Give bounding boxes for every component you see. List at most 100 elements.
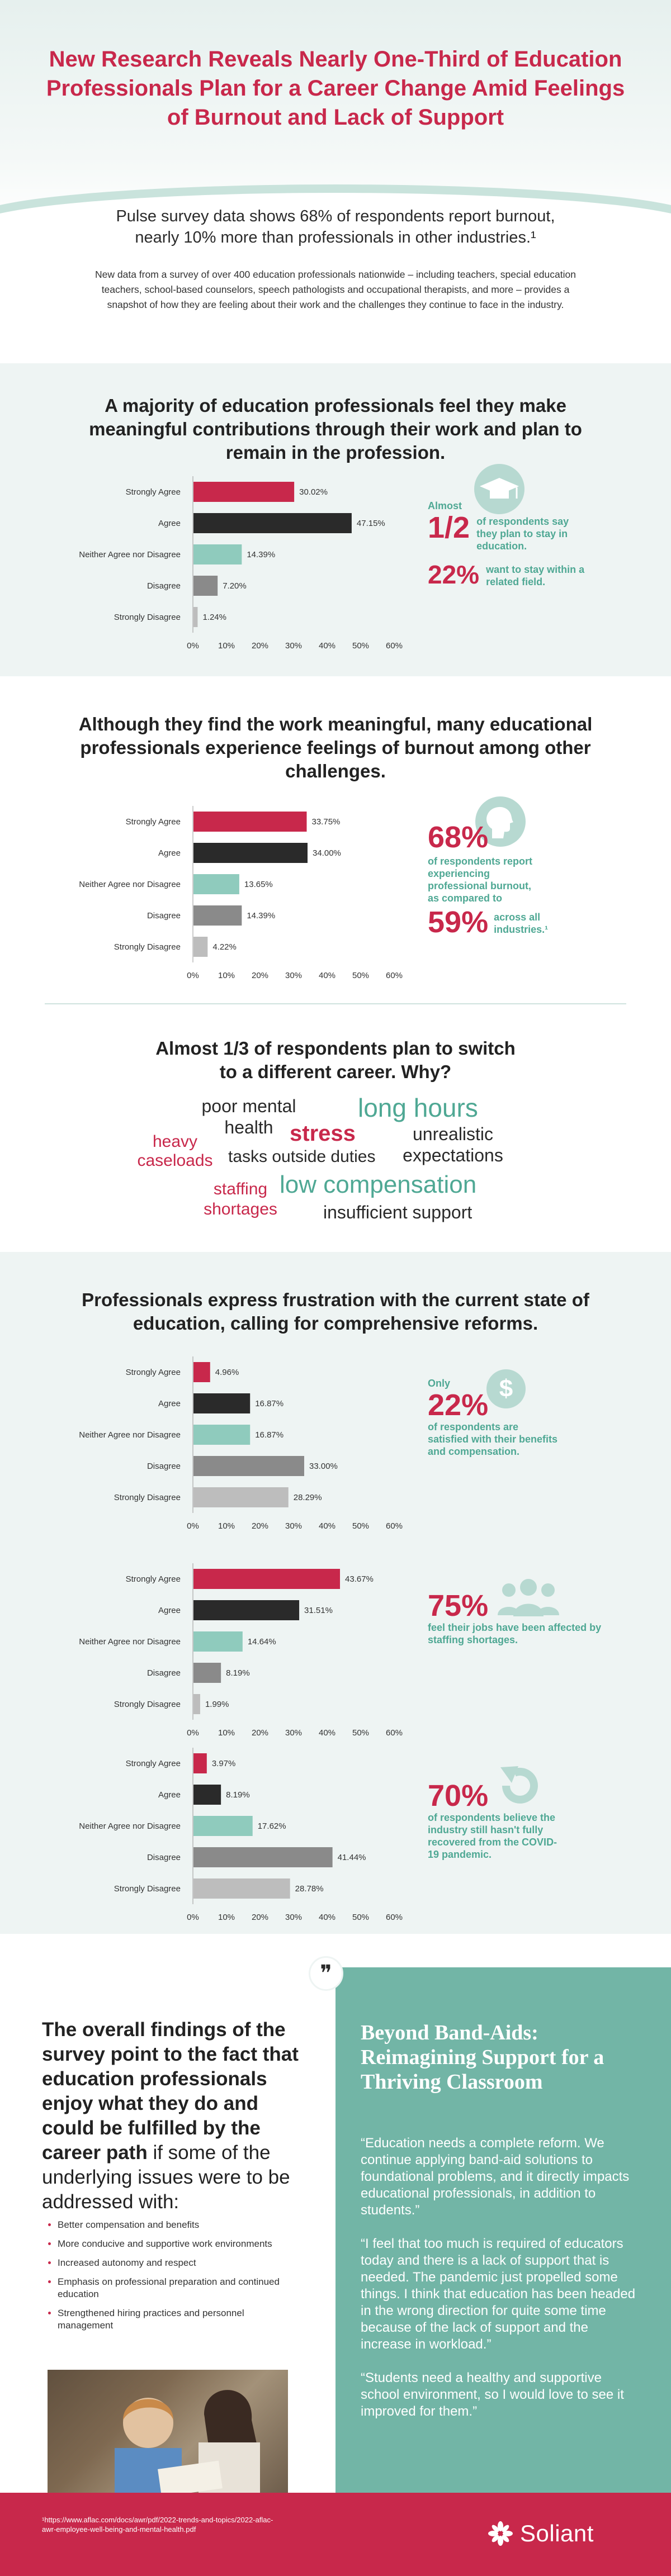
x-tick-label: 60% [386, 1728, 403, 1738]
x-tick-label: 50% [352, 1913, 369, 1922]
stat-text: of respondents are satisfied with their … [428, 1421, 558, 1457]
recovery-arrow-icon [495, 1761, 545, 1811]
section-title: Although they find the work meaningful, … [78, 714, 593, 781]
soliant-logo-icon [488, 2521, 513, 2546]
x-tick-label: 20% [252, 1913, 268, 1922]
quote-1: “Education needs a complete reform. We c… [361, 2136, 630, 2218]
dollar-icon: $ [486, 1369, 526, 1408]
divider [45, 1003, 626, 1004]
x-tick-label: 10% [218, 1728, 235, 1738]
word-tasks-outside-duties: tasks outside duties [228, 1147, 376, 1166]
reform-list: Better compensation and benefits More co… [42, 2219, 292, 2338]
footer-source: ¹https://www.aflac.com/docs/awr/pdf/2022… [42, 2516, 273, 2534]
category-label: Disagree [147, 581, 181, 591]
category-label: Strongly Agree [126, 1574, 181, 1584]
word-insufficient-support: insufficient support [323, 1202, 472, 1222]
quotes-panel: ❞ Beyond Band-Aids: Reimagining Support … [309, 1956, 671, 2493]
bar-chart-compensation: Strongly Agree 4.96% Agree 16.87% Neither Ag… [79, 1356, 403, 1531]
stat-text: of respondents believe the industry stil… [428, 1812, 557, 1860]
section-title: A majority of education professionals fe… [89, 395, 582, 463]
category-label: Agree [158, 848, 181, 858]
stat-big-75: 75% [428, 1589, 489, 1623]
stat-burnout: 68% of respondents report experiencing p… [428, 822, 596, 938]
word-heavy-caseloads: heavy caseloads [137, 1132, 213, 1170]
data-label: 1.99% [205, 1700, 229, 1709]
x-tick-label: 50% [352, 641, 369, 651]
stat-big-22: 22% [428, 1388, 489, 1422]
category-label: Agree [158, 519, 181, 528]
data-label: 43.67% [345, 1574, 374, 1584]
stat-text: feel their jobs have been affected by st… [428, 1622, 602, 1645]
data-label: 4.22% [212, 942, 237, 952]
section-title: Professionals express frustration with t… [82, 1289, 589, 1334]
x-tick-label: 50% [352, 1521, 369, 1531]
list-item: More conducive and supportive work envir… [58, 2238, 292, 2250]
stat-text: of respondents report experiencing profe… [428, 856, 533, 904]
findings-bold: The overall findings of the survey point… [42, 2019, 299, 2164]
stat2-text: across all industries.¹ [494, 912, 549, 935]
x-tick-label: 60% [386, 1913, 403, 1922]
category-label: Disagree [147, 1462, 181, 1471]
data-label: 3.97% [212, 1759, 236, 1768]
header: New Research Reveals Nearly One-Third of… [0, 0, 671, 260]
word-unrealistic-expectations: unrealistic expectations [403, 1124, 503, 1165]
data-label: 7.20% [223, 581, 247, 591]
bar [193, 1631, 243, 1652]
x-tick-label: 30% [285, 1521, 302, 1531]
intro-description: New data from a survey of over 400 educa… [95, 269, 576, 310]
x-tick-label: 30% [285, 1913, 302, 1922]
x-tick-label: 50% [352, 1728, 369, 1738]
brand-logo: Soliant [486, 2520, 594, 2547]
data-label: 14.39% [247, 550, 275, 559]
quote-2: “I feel that too much is required of edu… [361, 2236, 636, 2352]
category-label: Strongly Agree [126, 1759, 181, 1768]
x-tick-label: 40% [319, 971, 336, 980]
section-title: Almost 1/3 of respondents plan to switch… [155, 1038, 516, 1082]
stat-big-70: 70% [428, 1779, 489, 1813]
people-icon [492, 1576, 565, 1621]
x-tick-label: 40% [319, 1913, 336, 1922]
word-stress: stress [290, 1121, 356, 1146]
list-item: Increased autonomy and respect [58, 2257, 292, 2269]
bar [193, 1753, 207, 1773]
category-label: Strongly Disagree [114, 942, 181, 952]
bar [193, 1878, 290, 1899]
bar [193, 1663, 221, 1683]
list-item: Better compensation and benefits [58, 2219, 292, 2231]
list-item: Strengthened hiring practices and person… [58, 2307, 292, 2332]
stat-covid: 70% of respondents believe the industry … [428, 1780, 596, 1861]
stat-half: Almost 1/2 of respondents say they plan … [428, 500, 596, 588]
category-label: Disagree [147, 1853, 181, 1862]
data-label: 30.02% [299, 487, 328, 497]
quote-mark: ❞ [320, 1961, 332, 1986]
category-label: Strongly Agree [126, 1368, 181, 1377]
findings-heading: The overall findings of the survey point… [42, 2018, 310, 2214]
data-label: 8.19% [226, 1668, 250, 1678]
page-title: New Research Reveals Nearly One-Third of… [46, 47, 625, 130]
bar [193, 1816, 253, 1836]
stat-prefix: Only [428, 1378, 451, 1389]
data-label: 13.65% [244, 880, 273, 889]
x-tick-label: 60% [386, 641, 403, 651]
word-long-hours: long hours [358, 1093, 478, 1122]
x-tick-label: 10% [218, 641, 235, 651]
data-label: 47.15% [357, 519, 385, 528]
category-label: Neither Agree nor Disagree [79, 880, 181, 889]
stat-compensation: Only 22% of respondents are satisfied wi… [428, 1378, 596, 1458]
x-tick-label: 20% [252, 1728, 268, 1738]
category-label: Agree [158, 1606, 181, 1615]
bar [193, 1456, 304, 1476]
x-tick-label: 0% [187, 1728, 199, 1738]
bar [193, 576, 218, 596]
x-tick-label: 40% [319, 1521, 336, 1531]
category-label: Strongly Agree [126, 817, 181, 827]
category-label: Agree [158, 1790, 181, 1800]
data-label: 14.64% [248, 1637, 276, 1647]
data-label: 4.96% [215, 1368, 239, 1377]
head-profile-icon [475, 796, 526, 847]
word-staffing-shortages: staffing shortages [204, 1180, 277, 1218]
x-tick-label: 60% [386, 971, 403, 980]
data-label: 16.87% [255, 1399, 283, 1408]
quote-3: “Students need a healthy and supportive … [361, 2370, 624, 2419]
bar [193, 843, 308, 863]
